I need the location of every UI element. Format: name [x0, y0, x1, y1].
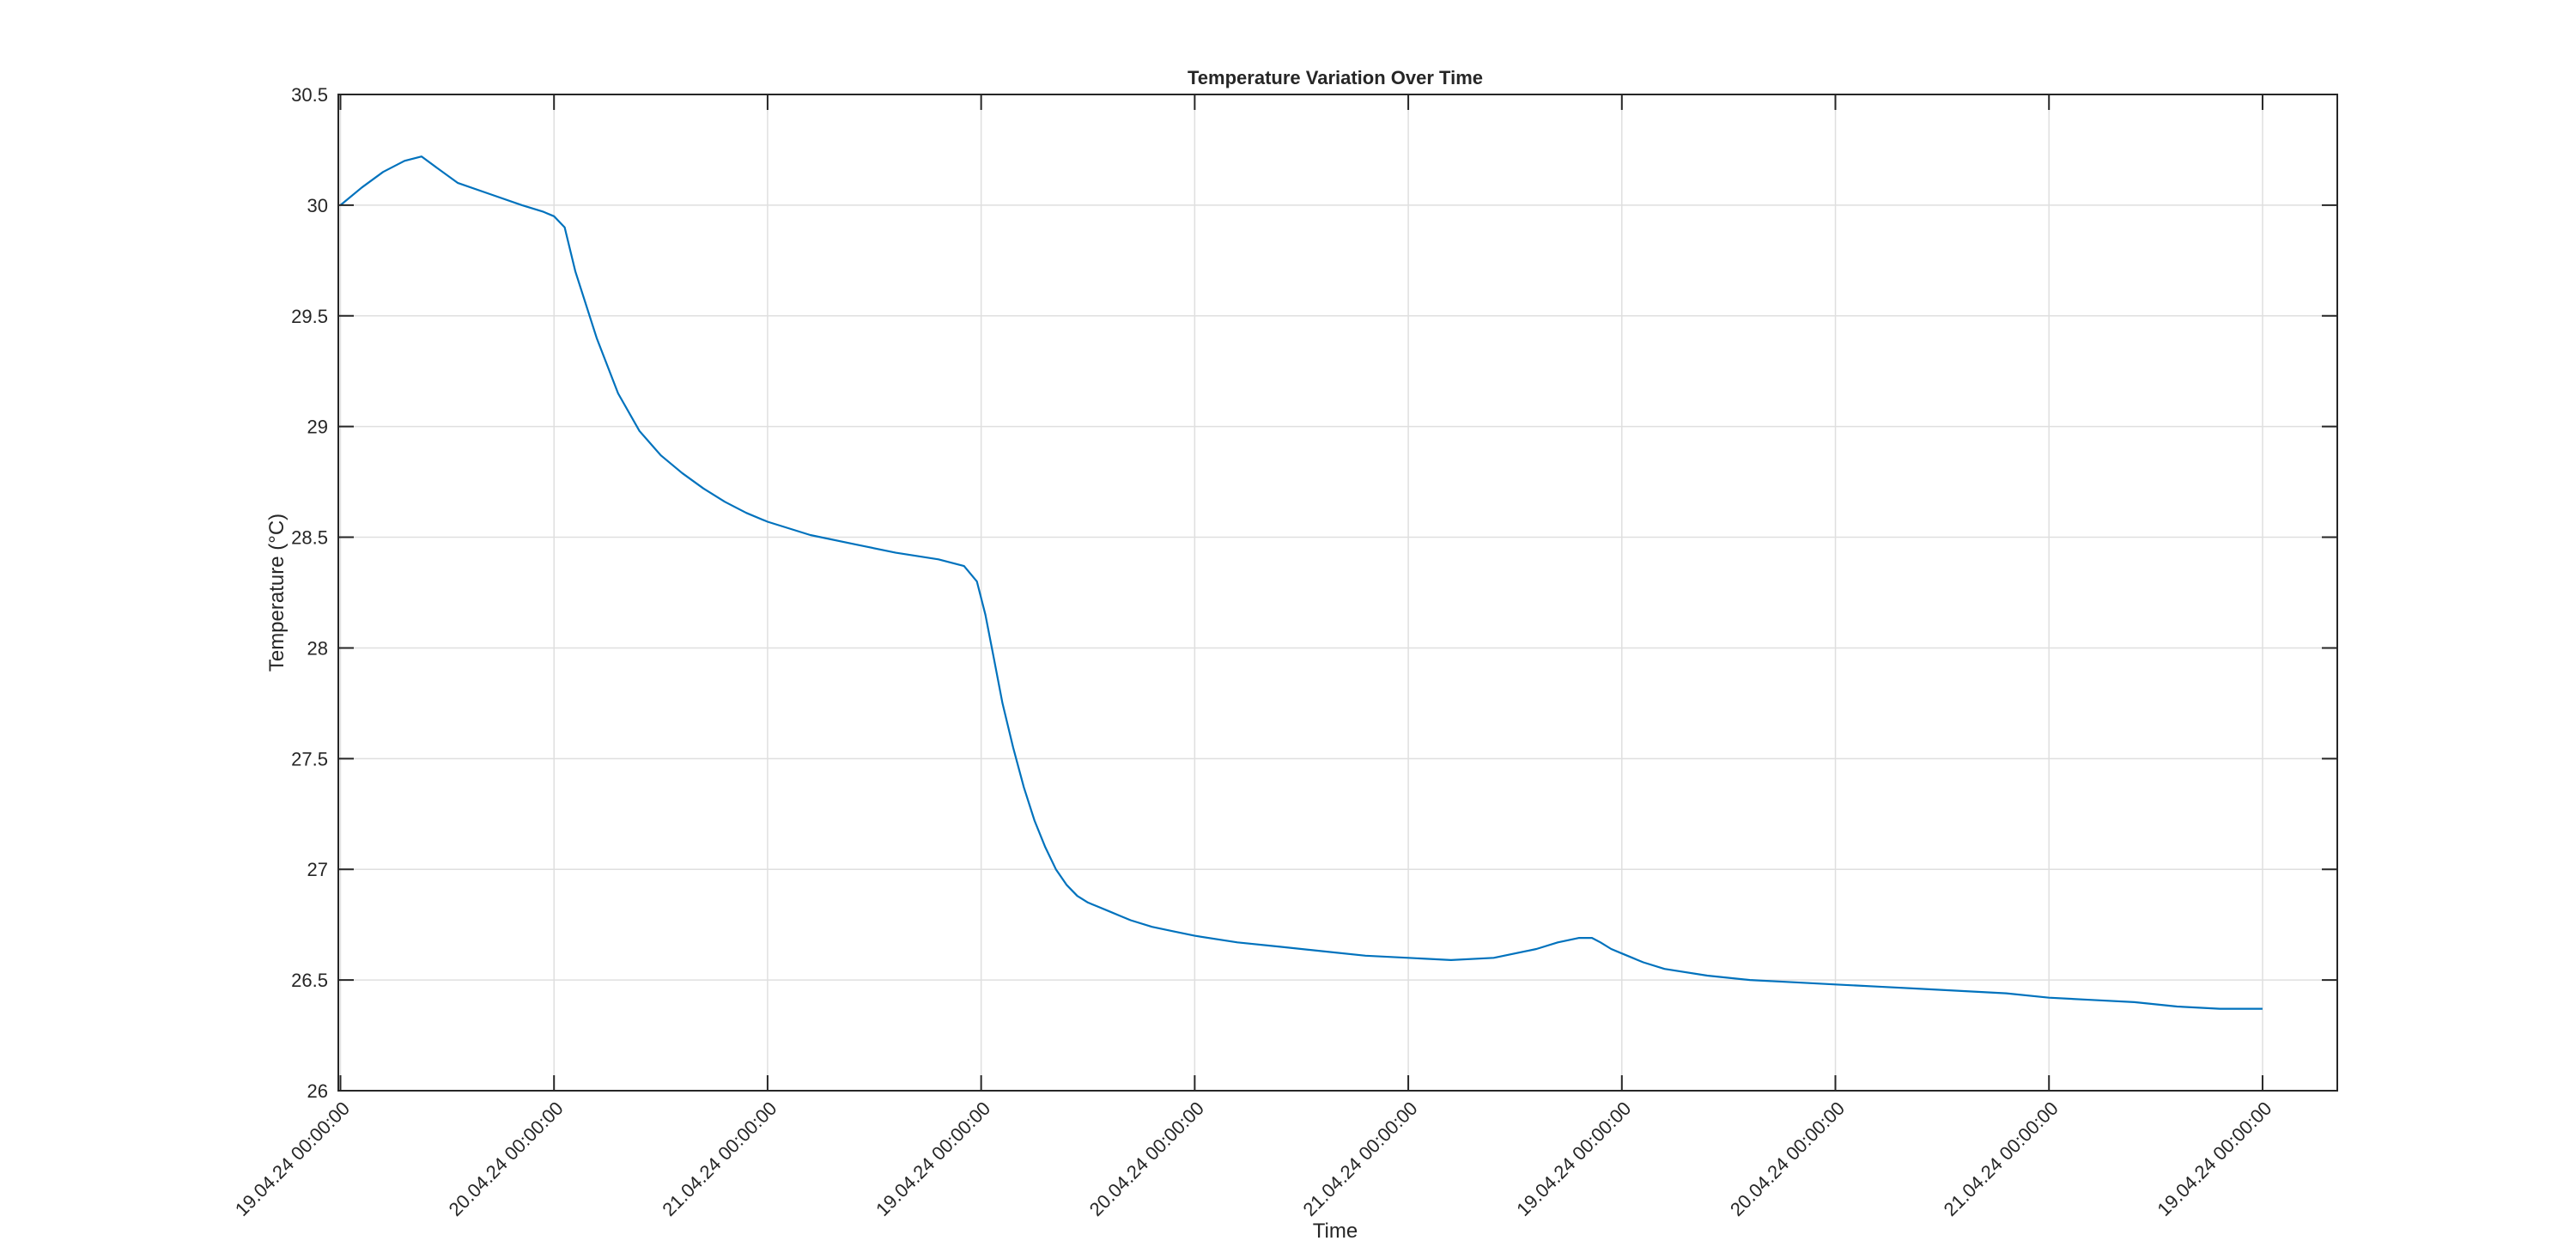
y-tick-label: 28: [307, 637, 328, 659]
y-tick-label: 27: [307, 859, 328, 880]
y-tick-label: 28.5: [291, 527, 328, 549]
plot-area-frame: [337, 94, 2338, 1092]
y-tick-label: 29.5: [291, 306, 328, 327]
series-layer: [339, 155, 2263, 1010]
y-tick-label: 29: [307, 417, 328, 438]
y-axis-label: Temperature (°C): [265, 514, 289, 672]
y-tick-label: 26.5: [291, 970, 328, 991]
y-axis-tick-labels: 26 26.5 27 27.5 28 28.5 29 29.5 30 30.5: [291, 84, 328, 1102]
y-tick-label: 30.5: [291, 84, 328, 106]
x-axis-label: Time: [1313, 1220, 1358, 1243]
y-tick-label: 30: [307, 195, 328, 216]
grid-lines: [338, 94, 2337, 1092]
axis-ticks: [338, 94, 2337, 1092]
chart-title: Temperature Variation Over Time: [1188, 67, 1483, 88]
y-tick-label: 27.5: [291, 748, 328, 769]
temperature-series-line: [339, 155, 2263, 1010]
y-tick-label: 26: [307, 1080, 328, 1102]
